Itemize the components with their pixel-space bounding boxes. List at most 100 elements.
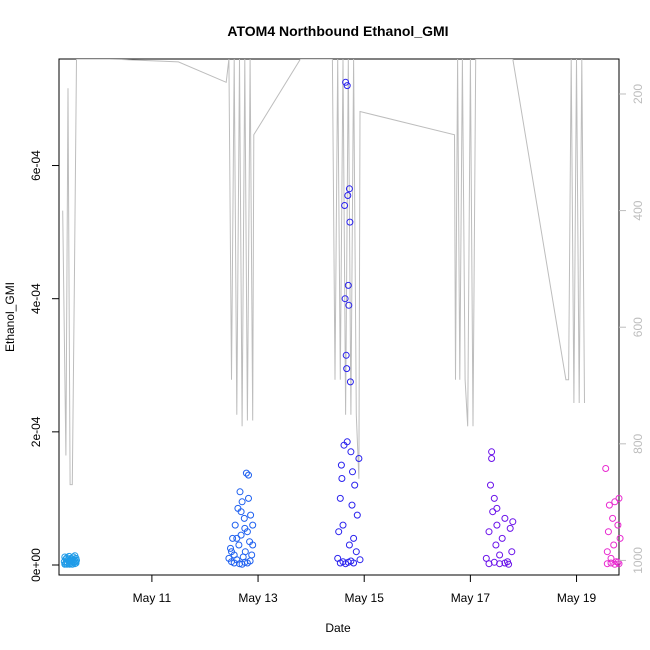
data-point — [249, 521, 257, 529]
y2-tick-label: 1000 — [631, 547, 645, 574]
data-point — [345, 185, 353, 193]
data-point — [248, 551, 256, 559]
x-axis-label: Date — [325, 621, 351, 635]
y-tick-label: 2e-04 — [29, 416, 43, 447]
data-point — [505, 560, 513, 568]
data-point — [506, 524, 514, 532]
series-1 — [225, 469, 257, 568]
y-tick-label: 0e+00 — [29, 548, 43, 582]
data-point — [238, 498, 246, 506]
data-point — [72, 559, 80, 567]
x-axis: May 11 May 13 May 15 May 17 May 19 — [133, 575, 597, 605]
data-point — [493, 521, 501, 529]
data-point — [614, 558, 622, 566]
data-point — [489, 508, 497, 516]
y-axis: 0e+00 2e-04 4e-04 6e-04 — [29, 150, 59, 582]
altitude-trace — [62, 59, 585, 486]
data-point — [249, 541, 257, 549]
data-point — [335, 528, 343, 536]
data-point — [61, 560, 69, 568]
x-tick-label: May 13 — [238, 591, 278, 605]
data-point — [66, 560, 74, 568]
data-point — [607, 554, 615, 562]
data-point — [245, 471, 252, 479]
data-point — [343, 438, 351, 446]
data-point — [229, 534, 237, 542]
data-point — [509, 518, 517, 526]
data-point — [343, 82, 351, 90]
data-point — [63, 560, 71, 568]
y2-tick-label: 200 — [631, 84, 645, 104]
data-point — [235, 541, 243, 549]
series-0 — [60, 552, 80, 568]
y-tick-label: 4e-04 — [29, 283, 43, 314]
data-point — [341, 295, 349, 303]
data-point — [342, 78, 350, 86]
x-tick-label: May 11 — [133, 591, 172, 605]
data-point — [246, 557, 254, 565]
data-point — [231, 521, 239, 529]
data-point — [245, 494, 252, 502]
data-point — [241, 548, 249, 556]
data-point — [71, 560, 79, 568]
data-point — [336, 494, 344, 502]
series-4 — [602, 465, 624, 568]
data-point — [603, 548, 611, 556]
data-point — [602, 465, 610, 472]
data-point — [607, 559, 615, 567]
data-point — [338, 475, 346, 482]
data-point — [496, 560, 504, 568]
data-point — [347, 448, 355, 456]
data-point — [230, 559, 238, 567]
data-point — [616, 534, 624, 542]
y2-tick-label: 400 — [631, 200, 645, 220]
data-point — [353, 511, 361, 519]
data-point — [242, 469, 250, 477]
data-point — [345, 301, 353, 309]
data-point — [355, 455, 363, 462]
data-point — [241, 524, 249, 532]
series-3 — [482, 448, 517, 568]
scatter-points — [60, 78, 624, 568]
data-point — [605, 501, 613, 509]
data-point — [233, 534, 241, 542]
y2-tick-label: 800 — [631, 433, 645, 453]
data-point — [498, 534, 506, 542]
y-tick-label: 6e-04 — [29, 150, 43, 181]
data-point — [345, 541, 353, 549]
data-point — [237, 508, 245, 516]
data-point — [492, 541, 500, 549]
data-point — [73, 556, 80, 564]
series-2 — [334, 78, 364, 568]
data-point — [614, 521, 622, 529]
data-point — [604, 528, 612, 536]
data-point — [351, 481, 359, 489]
right-altitude-axis: 200 400 600 800 1000 — [619, 84, 645, 574]
data-point — [337, 461, 345, 469]
y-axis-label: Ethanol_GMI — [3, 282, 17, 352]
data-point — [341, 202, 349, 209]
data-point — [356, 556, 364, 564]
data-point — [488, 455, 496, 462]
data-point — [485, 528, 493, 536]
data-point — [352, 548, 360, 556]
x-tick-label: May 19 — [557, 591, 597, 605]
data-point — [611, 498, 619, 506]
data-point — [508, 548, 516, 556]
data-point — [344, 281, 352, 289]
data-point — [615, 494, 623, 502]
altitude-line — [62, 59, 585, 486]
data-point — [496, 551, 504, 559]
data-point — [343, 365, 351, 373]
data-point — [603, 560, 611, 568]
data-point — [488, 448, 496, 456]
data-point — [490, 494, 498, 502]
x-tick-label: May 15 — [345, 591, 385, 605]
data-point — [609, 514, 617, 522]
y2-tick-label: 600 — [631, 317, 645, 337]
data-point — [350, 534, 358, 542]
data-point — [493, 504, 501, 512]
data-point — [346, 378, 354, 386]
data-point — [350, 559, 358, 567]
